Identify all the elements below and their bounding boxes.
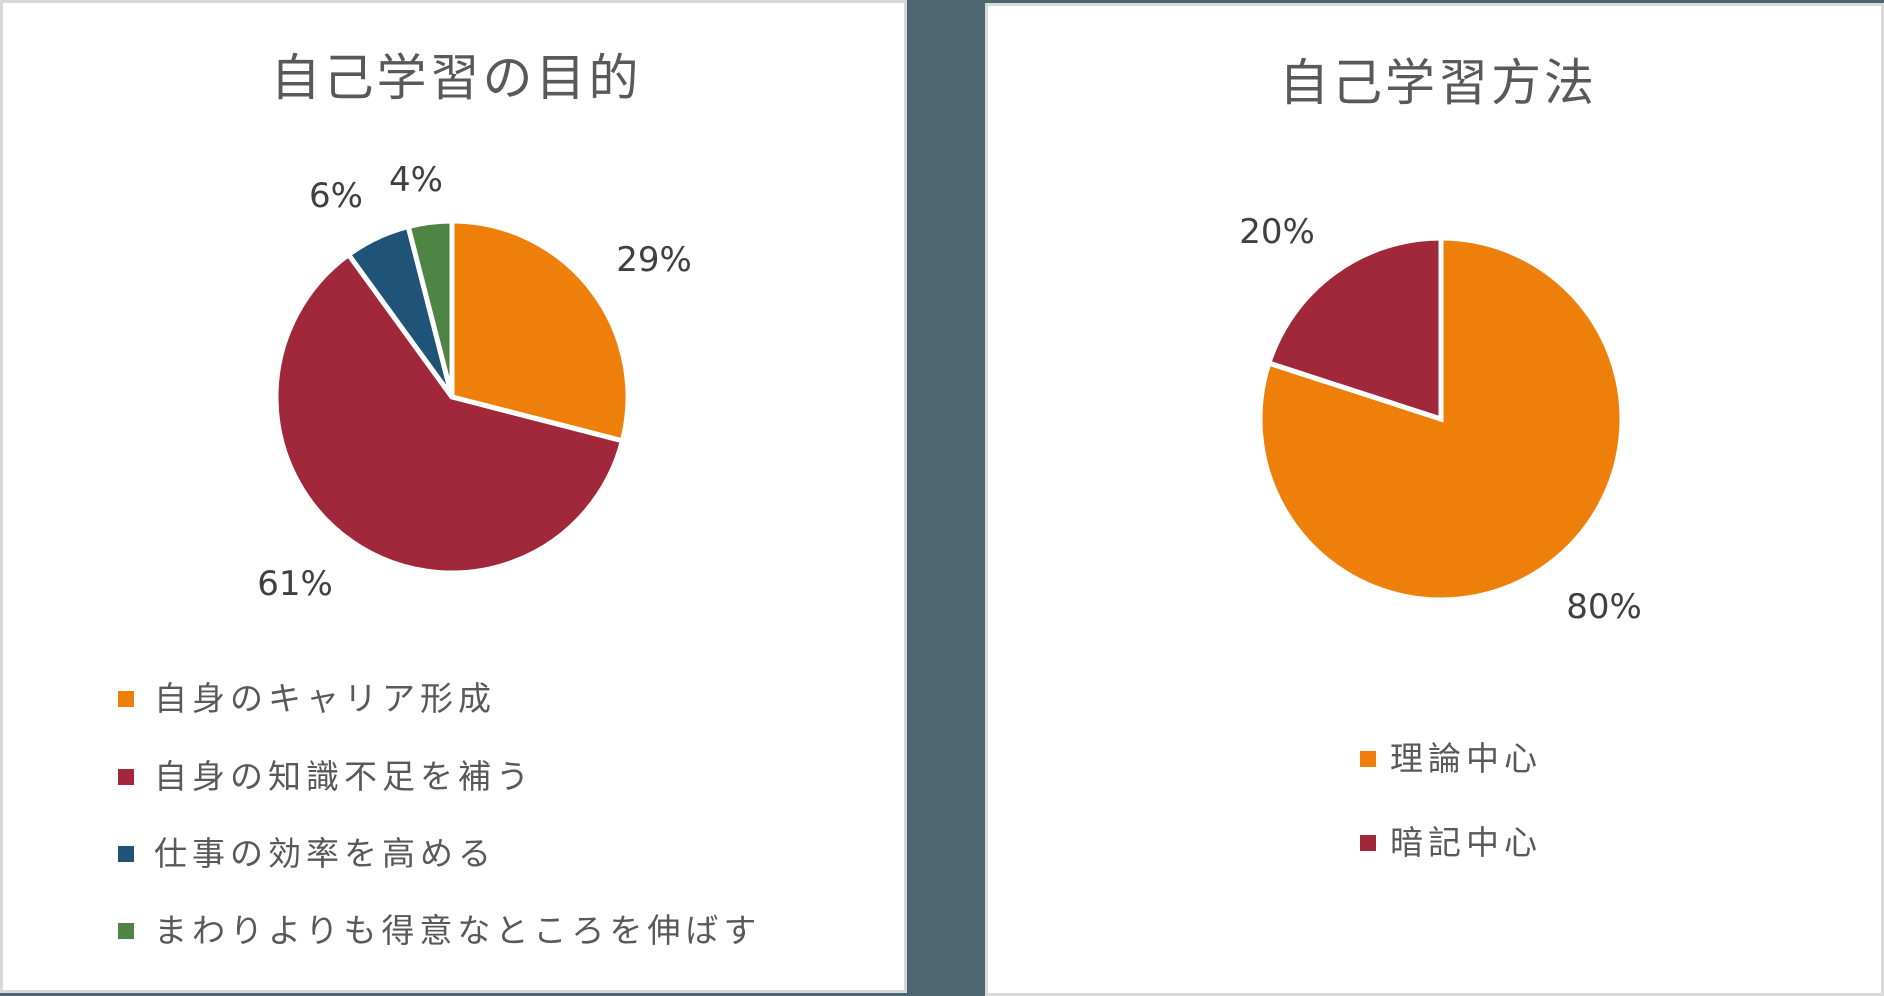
data-label-efficiency: 6% [309, 176, 363, 216]
chart-panel-method: 自己学習方法 80% 20% 理論中心 暗記中心 [985, 3, 1884, 996]
legend-item-career: 自身のキャリア形成 [118, 679, 496, 719]
legend-marker-icon [118, 691, 134, 707]
legend-label: まわりよりも得意なところを伸ばす [154, 911, 762, 950]
legend-label: 仕事の効率を高める [154, 834, 496, 873]
legend-label: 自身の知識不足を補う [154, 757, 534, 796]
pie-chart-purpose [273, 218, 631, 576]
legend-item-strengths: まわりよりも得意なところを伸ばす [118, 911, 761, 951]
legend-item-efficiency: 仕事の効率を高める [118, 834, 496, 874]
chart-title: 自己学習の目的 [270, 49, 642, 107]
legend-label: 暗記中心 [1390, 823, 1542, 862]
legend-marker-icon [118, 923, 134, 939]
data-label-career: 29% [616, 240, 692, 280]
data-label-knowledge: 61% [257, 564, 333, 604]
data-label-theory: 80% [1566, 587, 1642, 627]
chart-title: 自己学習方法 [1279, 54, 1597, 112]
pie-slice [1257, 235, 1625, 603]
legend-marker-icon [1360, 751, 1376, 767]
pie-chart-method [1257, 235, 1625, 603]
legend-item-memorization: 暗記中心 [1360, 823, 1542, 863]
data-label-memorization: 20% [1239, 212, 1315, 252]
chart-panel-purpose: 自己学習の目的 29% 61% 6% 4% 自身のキャリア形成 自身の知識不足を… [0, 0, 907, 993]
legend-item-theory: 理論中心 [1360, 739, 1542, 779]
data-label-strengths: 4% [389, 160, 443, 200]
legend-marker-icon [118, 769, 134, 785]
legend-item-knowledge: 自身の知識不足を補う [118, 757, 534, 797]
pie-slice [1265, 235, 1444, 423]
pie-slice [273, 251, 626, 576]
legend-marker-icon [1360, 835, 1376, 851]
pie-slice [449, 218, 631, 444]
legend-label: 理論中心 [1390, 739, 1542, 778]
legend-label: 自身のキャリア形成 [154, 679, 496, 718]
pie-slice [405, 218, 455, 398]
legend-marker-icon [118, 846, 134, 862]
